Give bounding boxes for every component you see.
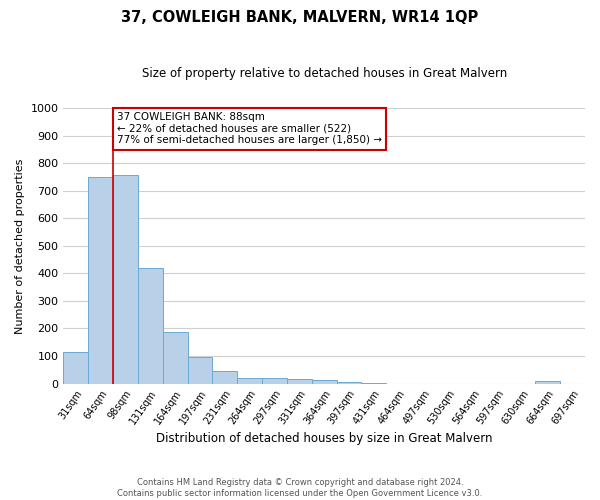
Bar bbox=[212, 371, 237, 384]
Bar bbox=[138, 268, 163, 384]
Bar bbox=[237, 378, 262, 384]
Title: Size of property relative to detached houses in Great Malvern: Size of property relative to detached ho… bbox=[142, 68, 507, 80]
Bar bbox=[113, 175, 138, 384]
Y-axis label: Number of detached properties: Number of detached properties bbox=[15, 158, 25, 334]
X-axis label: Distribution of detached houses by size in Great Malvern: Distribution of detached houses by size … bbox=[156, 432, 493, 445]
Bar bbox=[287, 380, 312, 384]
Bar bbox=[88, 178, 113, 384]
Bar bbox=[163, 332, 188, 384]
Bar bbox=[535, 382, 560, 384]
Bar bbox=[64, 352, 88, 384]
Text: 37 COWLEIGH BANK: 88sqm
← 22% of detached houses are smaller (522)
77% of semi-d: 37 COWLEIGH BANK: 88sqm ← 22% of detache… bbox=[117, 112, 382, 146]
Text: 37, COWLEIGH BANK, MALVERN, WR14 1QP: 37, COWLEIGH BANK, MALVERN, WR14 1QP bbox=[121, 10, 479, 25]
Bar bbox=[262, 378, 287, 384]
Bar bbox=[361, 383, 386, 384]
Bar bbox=[337, 382, 361, 384]
Bar bbox=[312, 380, 337, 384]
Bar bbox=[188, 357, 212, 384]
Text: Contains HM Land Registry data © Crown copyright and database right 2024.
Contai: Contains HM Land Registry data © Crown c… bbox=[118, 478, 482, 498]
